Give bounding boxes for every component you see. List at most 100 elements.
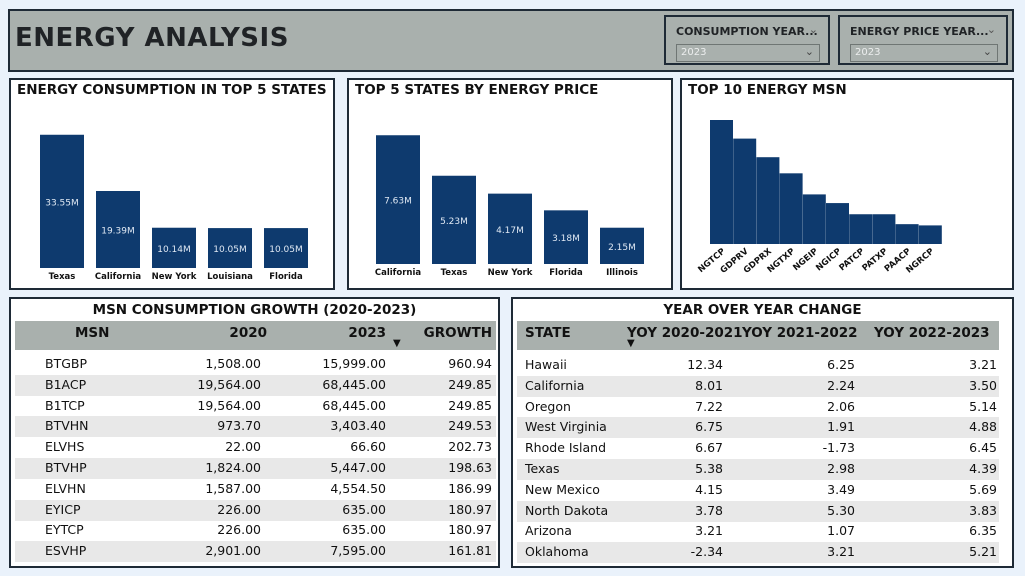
column-header-yoy-2022-2023[interactable]: YOY 2022-2023 xyxy=(874,325,990,341)
table-row[interactable]: B1ACP 19,564.00 68,445.00 249.85 xyxy=(15,375,496,396)
cell-2023: 66.60 xyxy=(350,439,386,454)
chevron-down-icon[interactable]: ⌄ xyxy=(805,45,814,58)
cell-yoy-2021-2022: 2.98 xyxy=(827,461,855,476)
cell-yoy-2021-2022: 2.06 xyxy=(827,399,855,414)
table-row[interactable]: Rhode Island 6.67 -1.73 6.45 xyxy=(517,438,999,459)
cell-state: Texas xyxy=(525,461,560,476)
bar-gdprv[interactable] xyxy=(733,139,756,244)
table-title: MSN CONSUMPTION GROWTH (2020-2023) xyxy=(11,302,498,318)
cell-yoy-2021-2022: 1.07 xyxy=(827,523,855,538)
table-header: MSN 2020 2023 GROWTH ▼ xyxy=(15,321,496,350)
energy-price-year-dropdown[interactable]: 2023 ⌄ xyxy=(850,44,998,62)
bar-paacp[interactable] xyxy=(896,224,919,244)
column-header-2023[interactable]: 2023 xyxy=(348,325,386,341)
table-row[interactable]: ESVHP 2,901.00 7,595.00 161.81 xyxy=(15,541,496,562)
column-header-2020[interactable]: 2020 xyxy=(229,325,267,341)
table-row[interactable]: EYTCP 226.00 635.00 180.97 xyxy=(15,520,496,541)
chevron-down-icon[interactable]: ⌄ xyxy=(809,23,818,36)
consumption-year-dropdown[interactable]: 2023 ⌄ xyxy=(676,44,820,62)
column-header-msn[interactable]: MSN xyxy=(75,325,109,341)
chevron-down-icon[interactable]: ⌄ xyxy=(983,45,992,58)
table-row[interactable]: ELVHS 22.00 66.60 202.73 xyxy=(15,437,496,458)
cell-2023: 4,554.50 xyxy=(330,481,386,496)
table-row[interactable]: Oklahoma -2.34 3.21 5.21 xyxy=(517,542,999,563)
data-label: 10.14M xyxy=(157,245,191,255)
bar-ngeip[interactable] xyxy=(803,194,826,244)
table-row[interactable]: California 8.01 2.24 3.50 xyxy=(517,376,999,397)
column-header-growth[interactable]: GROWTH xyxy=(424,325,492,341)
table-header: STATE YOY 2020-2021 YOY 2021-2022 YOY 20… xyxy=(517,321,999,350)
cell-state: Hawaii xyxy=(525,357,567,372)
table-row[interactable]: BTGBP 1,508.00 15,999.00 960.94 xyxy=(15,354,496,375)
category-label: New York xyxy=(488,268,533,278)
bar-ngtcp[interactable] xyxy=(710,120,733,244)
cell-2020: 22.00 xyxy=(225,439,261,454)
category-label: California xyxy=(375,268,421,278)
data-label: 10.05M xyxy=(269,245,303,255)
cell-yoy-2020-2021: 3.78 xyxy=(695,503,723,518)
cell-yoy-2022-2023: 5.21 xyxy=(969,544,997,559)
sort-desc-icon[interactable]: ▼ xyxy=(393,338,401,349)
bar-ngicp[interactable] xyxy=(826,203,849,244)
category-label: Texas xyxy=(49,272,76,282)
bar-patcp[interactable] xyxy=(849,214,872,244)
table-title: YEAR OVER YEAR CHANGE xyxy=(513,302,1012,318)
cell-growth: 198.63 xyxy=(448,460,492,475)
cell-state: Oregon xyxy=(525,399,571,414)
table-row[interactable]: B1TCP 19,564.00 68,445.00 249.85 xyxy=(15,396,496,417)
table-row[interactable]: ELVHN 1,587.00 4,554.50 186.99 xyxy=(15,479,496,500)
cell-2020: 1,824.00 xyxy=(205,460,261,475)
column-header-yoy-2021-2022[interactable]: YOY 2021-2022 xyxy=(742,325,858,341)
cell-yoy-2021-2022: 5.30 xyxy=(827,503,855,518)
cell-yoy-2021-2022: 3.21 xyxy=(827,544,855,559)
bar-gdprx[interactable] xyxy=(756,157,779,244)
cell-yoy-2020-2021: 12.34 xyxy=(687,357,723,372)
cell-growth: 249.53 xyxy=(448,418,492,433)
column-header-state[interactable]: STATE xyxy=(525,325,571,341)
cell-2020: 226.00 xyxy=(217,522,261,537)
table-row[interactable]: West Virginia 6.75 1.91 4.88 xyxy=(517,417,999,438)
table-row[interactable]: EYICP 226.00 635.00 180.97 xyxy=(15,500,496,521)
table-row[interactable]: Hawaii 12.34 6.25 3.21 xyxy=(517,355,999,376)
cell-yoy-2021-2022: 6.25 xyxy=(827,357,855,372)
data-label: 33.55M xyxy=(45,198,79,208)
cell-yoy-2020-2021: 6.75 xyxy=(695,419,723,434)
table-row[interactable]: BTVHN 973.70 3,403.40 249.53 xyxy=(15,416,496,437)
cell-2023: 15,999.00 xyxy=(322,356,386,371)
cell-yoy-2022-2023: 6.45 xyxy=(969,440,997,455)
dropdown-value: 2023 xyxy=(681,47,706,58)
table-row[interactable]: BTVHP 1,824.00 5,447.00 198.63 xyxy=(15,458,496,479)
cell-yoy-2020-2021: 7.22 xyxy=(695,399,723,414)
category-label: New York xyxy=(152,272,197,282)
cell-yoy-2020-2021: 8.01 xyxy=(695,378,723,393)
category-label: Louisiana xyxy=(207,272,253,282)
cell-yoy-2022-2023: 4.88 xyxy=(969,419,997,434)
data-label: 7.63M xyxy=(384,197,412,207)
data-label: 3.18M xyxy=(552,234,580,244)
energy-price-year-slicer[interactable]: ENERGY PRICE YEAR... ⌄ 2023 ⌄ xyxy=(838,15,1008,65)
bar-ngtxp[interactable] xyxy=(780,173,803,244)
cell-2020: 973.70 xyxy=(217,418,261,433)
cell-msn: ELVHS xyxy=(45,439,84,454)
data-label: 5.23M xyxy=(440,217,468,227)
consumption-chart-panel: ENERGY CONSUMPTION IN TOP 5 STATES 33.55… xyxy=(9,78,335,290)
cell-state: New Mexico xyxy=(525,482,600,497)
table-row[interactable]: New Mexico 4.15 3.49 5.69 xyxy=(517,480,999,501)
price-chart-panel: TOP 5 STATES BY ENERGY PRICE 7.63M Califo… xyxy=(347,78,673,290)
table-row[interactable]: Arizona 3.21 1.07 6.35 xyxy=(517,521,999,542)
column-header-yoy-2020-2021[interactable]: YOY 2020-2021 xyxy=(627,325,743,341)
bar-patxp[interactable] xyxy=(872,214,895,244)
chevron-down-icon[interactable]: ⌄ xyxy=(987,23,996,36)
category-label: Florida xyxy=(549,268,583,278)
consumption-year-slicer[interactable]: CONSUMPTION YEAR... ⌄ 2023 ⌄ xyxy=(664,15,830,65)
cell-2020: 19,564.00 xyxy=(197,398,261,413)
price-bar-chart: 7.63M California 5.23M Texas 4.17M New York 3.… xyxy=(349,80,671,288)
cell-state: Arizona xyxy=(525,523,572,538)
cell-2023: 5,447.00 xyxy=(330,460,386,475)
bar-ngrcp[interactable] xyxy=(919,225,942,244)
cell-yoy-2021-2022: 1.91 xyxy=(827,419,855,434)
table-row[interactable]: Oregon 7.22 2.06 5.14 xyxy=(517,397,999,418)
table-row[interactable]: North Dakota 3.78 5.30 3.83 xyxy=(517,501,999,522)
table-row[interactable]: Texas 5.38 2.98 4.39 xyxy=(517,459,999,480)
sort-desc-icon[interactable]: ▼ xyxy=(627,338,635,349)
